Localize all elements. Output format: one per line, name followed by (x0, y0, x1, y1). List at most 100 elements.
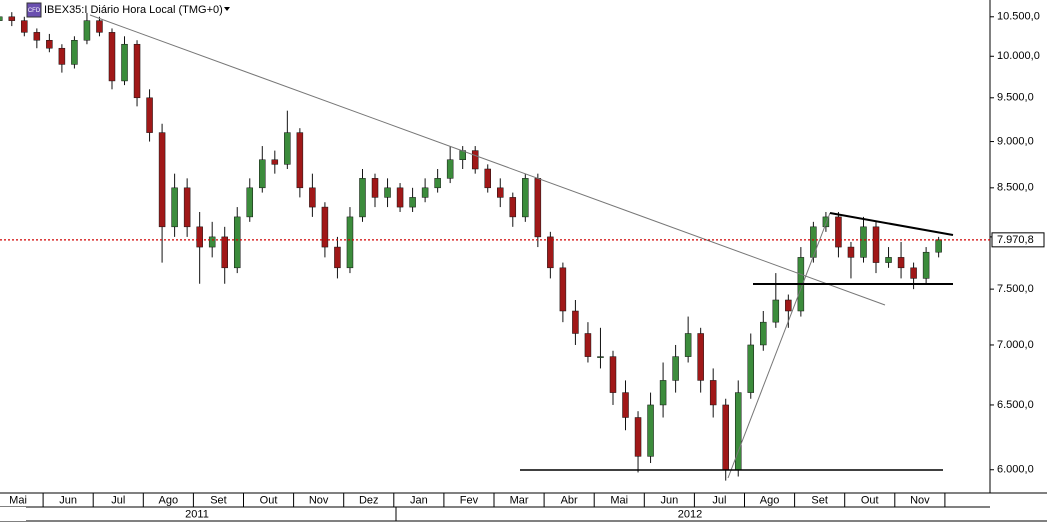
x-tick-label: Mar (510, 494, 529, 506)
candle-body (922, 251, 930, 279)
y-tick-label: 6.000,0 (997, 464, 1034, 476)
candle-body (572, 310, 579, 334)
x-tick-label: Fev (460, 494, 479, 506)
candle-body (785, 299, 792, 312)
candle-body (885, 257, 892, 263)
candle-body (835, 216, 842, 248)
candle-body (634, 417, 642, 457)
x-tick-label: Set (210, 494, 227, 506)
y-tick-label: 8.500,0 (997, 182, 1034, 194)
trend-line (89, 14, 886, 306)
candle-body (371, 178, 379, 198)
chart-title[interactable]: IBEX35:I Diário Hora Local (TMG+0) (44, 4, 223, 16)
candle-body (684, 333, 692, 357)
candle-body (259, 159, 266, 189)
candle-body (910, 267, 917, 279)
candle-body (810, 226, 817, 258)
x-tick-label: Mai (9, 494, 27, 506)
candle-body (522, 178, 529, 218)
y-tick-label: 6.500,0 (997, 399, 1034, 411)
x-tick-label: Out (260, 494, 278, 506)
x-tick-label: Jun (59, 494, 77, 506)
year-label: 2011 (185, 508, 209, 520)
candle-body (171, 187, 178, 228)
candle-body (659, 380, 667, 406)
symbol-icon[interactable] (26, 2, 42, 18)
last-price-label: 7.970,8 (997, 234, 1034, 246)
x-tick-label: Jun (660, 494, 678, 506)
y-tick-label: 9.000,0 (997, 135, 1034, 147)
candle-body (384, 187, 391, 198)
candle-body (622, 392, 629, 418)
candle-body (860, 226, 867, 258)
candle-body (421, 187, 429, 198)
candle-body (58, 47, 66, 65)
candle-body (208, 236, 216, 248)
plot-area (0, 12, 942, 481)
candle-body (409, 197, 416, 208)
candle-body (434, 178, 441, 189)
candle-body (83, 20, 91, 41)
candle-body (897, 257, 905, 269)
candle-body (534, 178, 542, 238)
drawings (89, 14, 954, 479)
candle-body (822, 216, 830, 228)
candle-body (359, 178, 366, 218)
candle-body (133, 43, 141, 99)
candle-body (321, 206, 329, 248)
candle-body (108, 32, 116, 82)
candle-body (760, 321, 767, 346)
candle-body (672, 356, 679, 381)
candle-body (609, 356, 617, 393)
candle-body (334, 246, 341, 269)
y-tick-label: 10.000,0 (997, 50, 1040, 62)
candle-body (446, 159, 454, 179)
dropdown-arrow[interactable] (224, 7, 230, 11)
candle-body (296, 132, 304, 189)
candle-body (935, 239, 942, 253)
candle-body (196, 226, 203, 248)
candle-body (584, 333, 592, 357)
candle-body (158, 132, 166, 228)
x-tick-label: Jul (712, 494, 726, 506)
candle-body (0, 16, 3, 21)
candle-body (484, 168, 491, 189)
candle-body (497, 187, 504, 198)
x-tick-label: Ago (760, 494, 780, 506)
candle-body (146, 97, 153, 133)
candle-body (647, 404, 654, 457)
y-tick-label: 9.500,0 (997, 92, 1034, 104)
candle-body (471, 150, 479, 170)
candle-body (597, 356, 604, 358)
candle-body (183, 187, 191, 228)
candle-body (396, 187, 404, 208)
x-tick-label: Ago (159, 494, 179, 506)
trend-line (727, 212, 831, 479)
candle-body (709, 380, 717, 406)
candle-body (246, 187, 254, 218)
x-tick-label: Jul (111, 494, 125, 506)
candle-body (346, 216, 354, 269)
candle-body (559, 267, 567, 312)
x-tick-label: Nov (910, 494, 930, 506)
candle-body (547, 236, 554, 269)
last-price-box (991, 232, 1045, 248)
x-tick-label: Nov (309, 494, 329, 506)
candle-body (722, 404, 729, 470)
y-tick-label: 7.500,0 (997, 283, 1034, 295)
candle-body (772, 299, 780, 323)
candle-body (221, 236, 228, 269)
candle-body (271, 159, 279, 165)
candle-body (71, 39, 78, 65)
x-tick-label: Abr (561, 494, 578, 506)
candle-body (46, 39, 53, 49)
year-label: 2012 (678, 508, 702, 520)
candle-body (284, 132, 291, 165)
candle-body (33, 32, 41, 41)
x-tick-label: Dez (359, 494, 379, 506)
candle-body (847, 246, 855, 258)
y-tick-label: 10.500,0 (997, 11, 1040, 23)
candle-body (96, 20, 103, 33)
